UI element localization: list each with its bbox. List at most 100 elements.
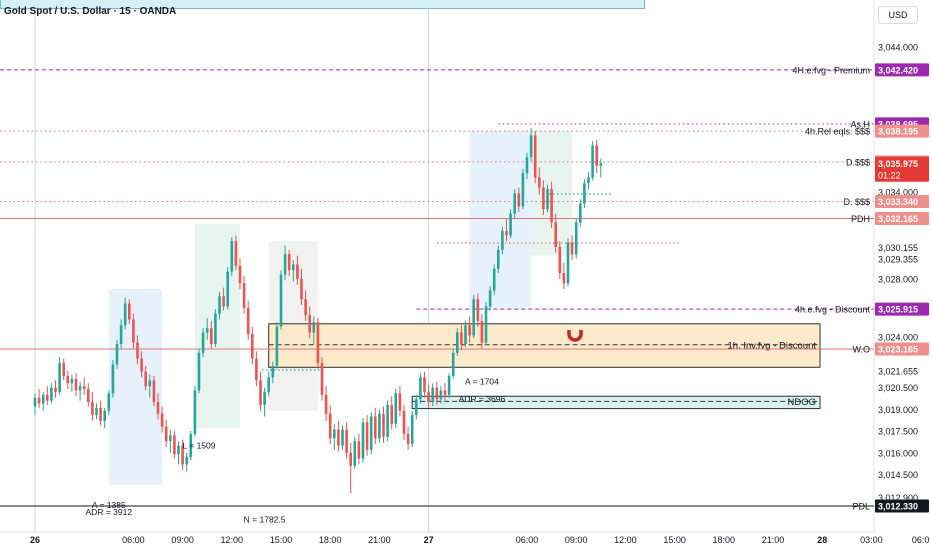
candle-body	[538, 177, 541, 188]
candle-body	[566, 242, 570, 284]
ndog-label: NDOG	[788, 397, 817, 408]
candle-body	[33, 397, 37, 407]
candle-body	[308, 315, 311, 333]
candle-body	[271, 365, 275, 378]
currency-button[interactable]: USD	[878, 6, 918, 24]
annotation-text: A = 1385	[92, 500, 126, 510]
price-tag	[875, 194, 929, 208]
candle-body	[164, 426, 168, 442]
candle-body	[447, 375, 451, 395]
candle-body	[328, 413, 332, 439]
candle-body	[492, 268, 496, 291]
time-tick-label: 21:00	[762, 535, 785, 545]
price-tag	[875, 302, 929, 316]
level-label: D.$$$	[846, 157, 870, 167]
time-tick-label: 09:00	[171, 535, 194, 545]
candle-body	[509, 213, 512, 236]
candle-body	[173, 435, 176, 455]
candle-body	[439, 390, 443, 400]
candle-body	[579, 203, 582, 223]
candle-body	[570, 242, 574, 255]
annotation-text: N = 1782.5	[244, 514, 286, 524]
candle-body	[468, 325, 471, 336]
candle-body	[591, 145, 594, 178]
candle-body	[304, 299, 307, 316]
inv-fvg-label: 1h. Inv.fvg - Discount	[727, 340, 816, 351]
price-tick-label: 3,029.355	[878, 255, 918, 265]
candle-body	[267, 377, 270, 392]
candle-body	[132, 319, 135, 343]
price-tag	[875, 63, 929, 77]
candle-body	[177, 445, 180, 455]
candle-body	[115, 344, 119, 365]
price-tick-label: 3,030.155	[878, 243, 918, 253]
candle-body	[415, 399, 418, 416]
candle-body	[37, 397, 41, 404]
candle-body	[160, 413, 164, 427]
time-tick-label: 28	[817, 535, 827, 545]
price-tag-label: 3,023.165	[878, 344, 918, 354]
time-tick-label: 06:00	[516, 535, 539, 545]
candle-body	[222, 296, 225, 307]
candle-body	[95, 407, 98, 416]
candle-body	[365, 422, 369, 450]
price-tag-label: 3,038.195	[878, 127, 918, 137]
time-tick-label: 06:0	[912, 535, 930, 545]
candle-body	[91, 402, 94, 416]
candle-body	[287, 254, 291, 271]
candle-body	[169, 435, 172, 442]
candle-body	[390, 404, 393, 424]
candle-body	[554, 222, 557, 247]
candle-body	[382, 413, 385, 437]
candle-body	[78, 386, 82, 391]
candle-body	[189, 433, 193, 458]
candle-body	[197, 352, 201, 391]
price-tag-label: 3,042.420	[878, 65, 918, 75]
candle-body	[66, 375, 70, 384]
candle-body	[357, 441, 361, 459]
price-tick-label: 3,020.500	[878, 383, 918, 393]
candle-body	[312, 322, 316, 333]
time-tick-label: 18:00	[713, 535, 736, 545]
price-tag-label: 3,025.915	[878, 305, 918, 315]
price-tag-label: 3,033.340	[878, 197, 918, 207]
candle-body	[82, 386, 86, 390]
price-tick-label: 3,016.000	[878, 448, 918, 458]
candle-body	[275, 326, 279, 366]
candle-body	[472, 299, 475, 336]
price-axis: 3,044.0003,038.6953,038.0153,034.0003,03…	[875, 42, 929, 513]
candle-body	[443, 390, 447, 395]
price-tag-label: 3,032.165	[878, 214, 918, 224]
time-tick-label: 03:00	[860, 535, 883, 545]
candle-body	[123, 303, 127, 326]
short-markers	[262, 193, 681, 371]
candle-body	[210, 328, 213, 345]
price-tick-label: 3,019.000	[878, 405, 918, 415]
candle-body	[386, 404, 389, 437]
price-tick-label: 3,044.000	[878, 42, 918, 52]
candle-body	[353, 441, 357, 466]
candle-body	[574, 222, 578, 255]
candle-body	[533, 135, 537, 178]
level-label: W.O	[853, 344, 871, 354]
chart-title: Gold Spot / U.S. Dollar · 15 · OANDA	[4, 6, 177, 17]
price-tick-label: 3,017.500	[878, 427, 918, 437]
candle-body	[583, 183, 586, 204]
price-tag-label: 3,012.330	[878, 501, 918, 511]
candle-body	[595, 145, 598, 166]
candle-body	[251, 333, 254, 359]
candle-body	[107, 393, 111, 411]
price-tag	[875, 342, 929, 356]
candle-body	[419, 377, 422, 400]
candle-body	[546, 189, 549, 210]
candle-body	[525, 157, 529, 174]
candle-body	[300, 278, 303, 300]
candle-body	[218, 296, 221, 314]
price-tick-label: 3,034.000	[878, 187, 918, 197]
candle-body	[497, 249, 500, 269]
annotation-text: ADR = 3912	[86, 507, 133, 517]
price-tag-label: 3,038.695	[878, 119, 918, 129]
